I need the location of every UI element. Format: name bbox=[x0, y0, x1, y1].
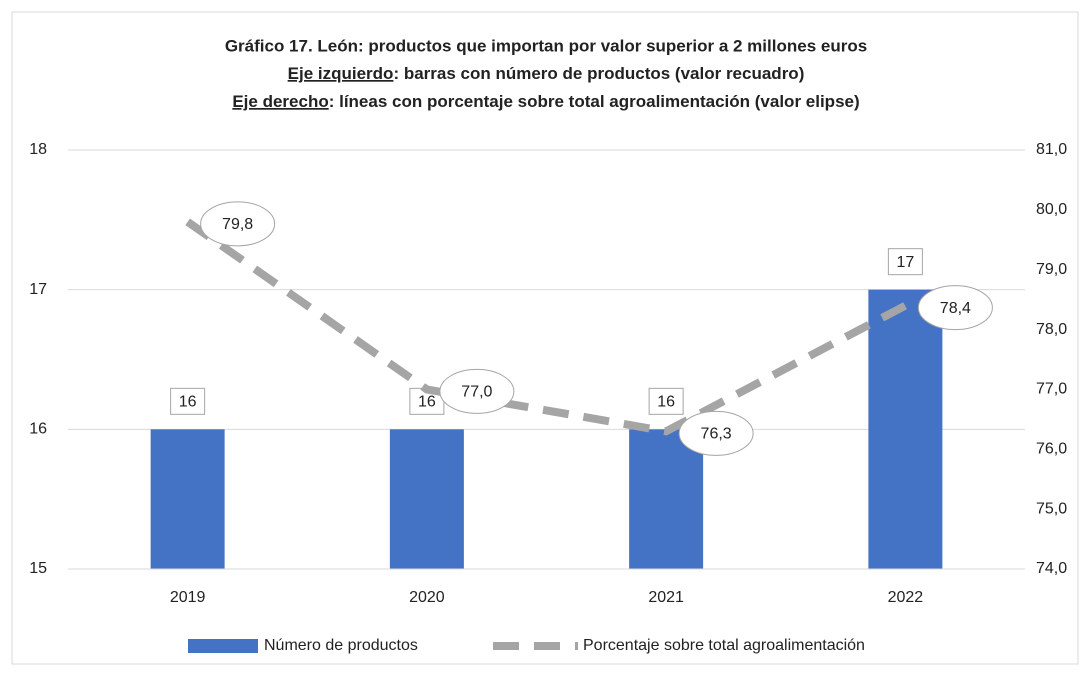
legend-swatch bbox=[188, 639, 258, 653]
x-tick-label: 2021 bbox=[648, 589, 684, 606]
line-value-label: 78,4 bbox=[940, 300, 971, 317]
y-tick-label: 17 bbox=[29, 281, 47, 298]
line-value-label: 77,0 bbox=[461, 384, 492, 401]
line-label-ellipse bbox=[200, 201, 276, 247]
y2-tick-label: 74,0 bbox=[1036, 560, 1067, 577]
chart-subtitle: Eje izquierdo: barras con número de prod… bbox=[288, 64, 805, 83]
subtitle-text: : líneas con porcentaje sobre total agro… bbox=[329, 92, 860, 111]
subtitle-underlined: Eje derecho bbox=[232, 92, 328, 111]
line-label-ellipse bbox=[678, 410, 754, 456]
chart-title: Gráfico 17. León: productos que importan… bbox=[225, 36, 867, 55]
chart-subtitle: Eje derecho: líneas con porcentaje sobre… bbox=[232, 92, 859, 111]
y-tick-label: 16 bbox=[29, 421, 47, 438]
legend-label: Número de productos bbox=[264, 637, 418, 654]
bar bbox=[389, 429, 464, 569]
y2-tick-label: 75,0 bbox=[1036, 500, 1067, 517]
bar-label-box bbox=[648, 387, 684, 415]
line-value-label: 76,3 bbox=[701, 426, 732, 443]
bar-value-label: 16 bbox=[657, 394, 675, 411]
y2-tick-label: 80,0 bbox=[1036, 201, 1067, 218]
bar bbox=[868, 289, 943, 569]
bar-label-box bbox=[170, 387, 206, 415]
bar-value-label: 16 bbox=[179, 394, 197, 411]
line bbox=[185, 218, 908, 436]
y-tick-label: 15 bbox=[29, 560, 47, 577]
subtitle-underlined: Eje izquierdo bbox=[288, 64, 394, 83]
bar-value-label: 17 bbox=[896, 254, 914, 271]
bar bbox=[629, 429, 704, 569]
line-label-ellipse bbox=[917, 285, 993, 331]
bar-label-box bbox=[887, 248, 923, 276]
y2-tick-label: 76,0 bbox=[1036, 441, 1067, 458]
x-tick-label: 2022 bbox=[888, 589, 924, 606]
y2-tick-label: 78,0 bbox=[1036, 321, 1067, 338]
bar bbox=[150, 429, 225, 569]
y2-tick-label: 79,0 bbox=[1036, 261, 1067, 278]
y-tick-label: 18 bbox=[29, 141, 47, 158]
line-label-ellipse bbox=[439, 368, 515, 414]
y2-tick-label: 77,0 bbox=[1036, 381, 1067, 398]
subtitle-text: : barras con número de productos (valor … bbox=[393, 64, 804, 83]
bar-value-label: 16 bbox=[418, 394, 436, 411]
line-value-label: 79,8 bbox=[222, 216, 253, 233]
y2-tick-label: 81,0 bbox=[1036, 141, 1067, 158]
x-tick-label: 2019 bbox=[170, 589, 206, 606]
x-tick-label: 2020 bbox=[409, 589, 445, 606]
legend-label: Porcentaje sobre total agroalimentación bbox=[583, 637, 865, 654]
